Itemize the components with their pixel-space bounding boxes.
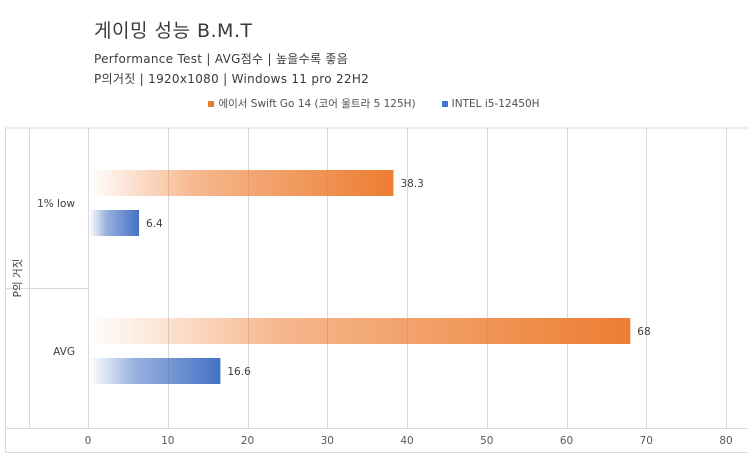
x-tick-label-70: 70 xyxy=(640,435,653,447)
chart-title: 게이밍 성능 B.M.T xyxy=(94,20,253,42)
y-group-label: P의 거짓 xyxy=(12,259,24,298)
bar-intel-low xyxy=(89,210,140,236)
legend-item-intel: INTEL i5-12450H xyxy=(441,96,540,111)
x-tick-label-50: 50 xyxy=(480,435,493,447)
legend-item-acer: 에이서 Swift Go 14 (코어 울트라 5 125H) xyxy=(208,96,416,111)
legend-swatch-intel xyxy=(441,100,448,107)
data-label-acer-low: 38.3 xyxy=(400,178,423,190)
x-tick-label-0: 0 xyxy=(85,435,92,447)
data-label-intel-low: 6.4 xyxy=(146,218,163,230)
chart-legend: 에이서 Swift Go 14 (코어 울트라 5 125H) INTEL i5… xyxy=(0,96,748,111)
x-tick-label-20: 20 xyxy=(241,435,254,447)
x-tick-label-10: 10 xyxy=(161,435,174,447)
bar-acer-avg xyxy=(89,318,631,344)
bar-acer-low xyxy=(89,170,394,196)
x-tick-label-30: 30 xyxy=(321,435,334,447)
legend-label-acer: 에이서 Swift Go 14 (코어 울트라 5 125H) xyxy=(218,98,416,110)
x-tick-label-60: 60 xyxy=(560,435,573,447)
category-label-avg: AVG xyxy=(53,346,75,358)
x-tick-label-40: 40 xyxy=(400,435,413,447)
legend-swatch-acer xyxy=(208,100,215,107)
data-label-intel-avg: 16.6 xyxy=(227,366,251,378)
data-label-acer-avg: 68 xyxy=(637,326,650,338)
x-tick-label-80: 80 xyxy=(719,435,732,447)
category-label-low: 1% low xyxy=(37,198,75,210)
chart-subtitle-2: P의거짓 | 1920x1080 | Windows 11 pro 22H2 xyxy=(94,72,370,86)
bar-intel-avg xyxy=(89,358,221,384)
legend-label-intel: INTEL i5-12450H xyxy=(451,97,540,110)
chart-subtitle-1: Performance Test | AVG점수 | 높을수록 좋음 xyxy=(94,52,349,66)
